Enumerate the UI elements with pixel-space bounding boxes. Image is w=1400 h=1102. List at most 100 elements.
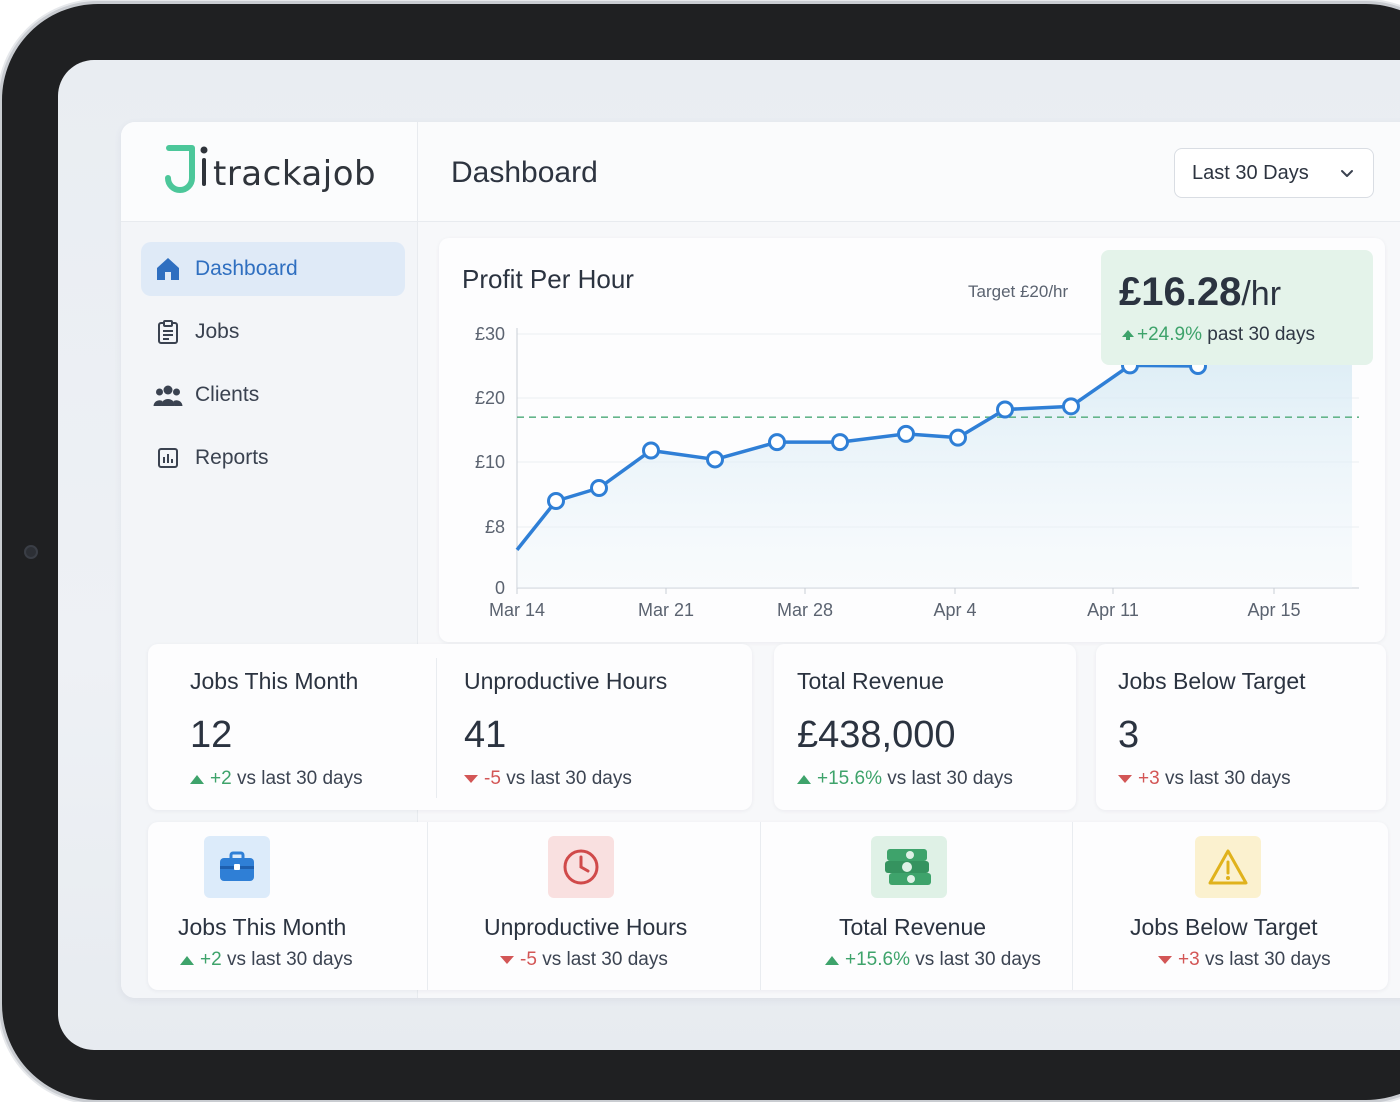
app-window: trackajob Dashboard Last 30 Days	[121, 122, 1400, 998]
arrow-up-icon	[825, 955, 839, 965]
stats-card-jobs-hours: Jobs This Month 12 +2 vs last 30 days Un…	[148, 644, 752, 810]
chart-title: Profit Per Hour	[462, 264, 634, 294]
divider	[436, 658, 437, 798]
tablet-screen: trackajob Dashboard Last 30 Days	[58, 60, 1400, 1050]
kpi-value: £16.28/hr	[1119, 270, 1281, 315]
stat-value: 12	[190, 714, 233, 756]
sidebar-item-label: Jobs	[195, 320, 240, 343]
stat-delta-value: +2	[210, 768, 232, 789]
icon-card-label: Jobs Below Target	[1130, 914, 1318, 940]
icon-card-label: Unproductive Hours	[484, 914, 688, 940]
chevron-down-icon	[1341, 170, 1353, 177]
stat-delta: +2 vs last 30 days	[190, 768, 363, 790]
stat-jobs-this-month: Jobs This Month 12 +2 vs last 30 days	[190, 644, 430, 810]
sidebar-item-jobs[interactable]: Jobs	[141, 305, 405, 359]
x-tick-label: Mar 28	[777, 600, 833, 620]
data-point[interactable]	[768, 433, 786, 452]
icon-card-unproductive-hours[interactable]: Unproductive Hours -5 vs last 30 days	[428, 822, 761, 990]
home-icon	[153, 254, 183, 284]
icon-card-delta: +15.6% vs last 30 days	[825, 949, 1041, 971]
stat-delta-text: vs last 30 days	[887, 768, 1013, 789]
stats-card-below-target: Jobs Below Target 3 +3 vs last 30 days	[1096, 644, 1386, 810]
arrow-down-icon	[464, 775, 478, 783]
brand-name: trackajob	[213, 154, 377, 194]
stat-delta: +15.6% vs last 30 days	[797, 768, 1013, 790]
users-icon	[153, 380, 183, 410]
data-point[interactable]	[831, 433, 849, 452]
clipboard-icon	[153, 317, 183, 347]
arrow-up-icon	[190, 774, 204, 784]
icon-card-delta-value: -5	[520, 949, 537, 970]
icon-card-delta-text: vs last 30 days	[542, 949, 668, 970]
series-line	[515, 336, 1270, 551]
data-point[interactable]	[1062, 397, 1080, 416]
stat-jobs-below-target: Jobs Below Target 3 +3 vs last 30 days	[1118, 644, 1378, 810]
money-icon	[871, 836, 947, 898]
data-point[interactable]	[642, 441, 660, 460]
sidebar-item-label: Dashboard	[195, 257, 298, 280]
icon-card-total-revenue[interactable]: Total Revenue +15.6% vs last 30 days	[761, 822, 1073, 990]
icon-card-label: Jobs This Month	[178, 914, 347, 940]
icon-card-delta-text: vs last 30 days	[1204, 949, 1331, 970]
briefcase-icon	[204, 836, 270, 898]
kpi-change-text: past 30 days	[1207, 324, 1316, 345]
stat-label: Jobs Below Target	[1118, 668, 1306, 694]
stat-delta-value: +15.6%	[817, 768, 882, 789]
stat-delta: -5 vs last 30 days	[464, 768, 632, 790]
stat-label: Jobs This Month	[190, 668, 359, 694]
kpi-change: +24.9% past 30 days	[1121, 324, 1315, 346]
icon-card-delta-value: +2	[200, 949, 222, 970]
stat-delta-text: vs last 30 days	[236, 768, 363, 789]
arrow-down-icon	[1158, 956, 1172, 964]
arrow-up-icon	[797, 774, 811, 784]
stat-label: Total Revenue	[797, 668, 945, 694]
kpi-amount: £16.28	[1119, 270, 1242, 314]
kpi-unit: /hr	[1241, 275, 1282, 313]
icon-card-jobs-this-month[interactable]: Jobs This Month +2 vs last 30 days	[148, 822, 428, 990]
arrow-down-icon	[500, 956, 514, 964]
data-point[interactable]	[706, 450, 724, 469]
stat-unproductive-hours: Unproductive Hours 41 -5 vs last 30 days	[464, 644, 724, 810]
y-tick-label: 0	[495, 578, 505, 598]
icon-card-delta: +2 vs last 30 days	[180, 949, 353, 971]
logo-area: trackajob	[121, 122, 418, 222]
arrow-down-icon	[1118, 775, 1132, 783]
y-tick-label: £20	[475, 388, 505, 408]
y-tick-label: £10	[475, 452, 505, 472]
sidebar-item-dashboard[interactable]: Dashboard	[141, 242, 405, 296]
chart-area-fill	[517, 303, 1352, 588]
sidebar-item-label: Clients	[195, 383, 260, 406]
y-tick-label: £8	[485, 517, 505, 537]
stat-delta-text: vs last 30 days	[1164, 768, 1291, 789]
stat-value: 41	[464, 714, 507, 756]
arrow-up-icon	[1122, 330, 1134, 340]
page-title: Dashboard	[451, 156, 598, 189]
date-range-select[interactable]: Last 30 Days	[1174, 148, 1374, 198]
profit-kpi-box: £16.28/hr +24.9% past 30 days	[1101, 250, 1373, 365]
stats-card-revenue: Total Revenue £438,000 +15.6% vs last 30…	[774, 644, 1076, 810]
stat-delta: +3 vs last 30 days	[1118, 768, 1291, 790]
profit-chart: £30 £20 £10 £8 0 Mar 14 Mar 21 Mar 28 Apr 4 Apr …	[475, 295, 1360, 620]
x-tick-label: Apr 4	[933, 600, 976, 620]
icon-card-delta-value: +3	[1178, 949, 1200, 970]
data-point[interactable]	[949, 428, 967, 447]
target-label: Target £20/hr	[968, 282, 1069, 301]
kpi-change-pct: +24.9%	[1137, 324, 1202, 345]
data-point[interactable]	[996, 400, 1014, 419]
sidebar-item-clients[interactable]: Clients	[141, 368, 405, 422]
data-point[interactable]	[590, 479, 608, 497]
icon-card-delta-text: vs last 30 days	[226, 949, 353, 970]
data-point[interactable]	[547, 492, 565, 510]
data-point[interactable]	[897, 424, 915, 443]
stat-delta-value: -5	[484, 768, 501, 789]
stat-value: £438,000	[797, 714, 956, 756]
logo-icon	[165, 145, 208, 193]
y-tick-label: £30	[475, 324, 505, 344]
sidebar-item-reports[interactable]: Reports	[141, 431, 405, 485]
icon-card-jobs-below-target[interactable]: Jobs Below Target +3 vs last 30 days	[1073, 822, 1388, 990]
stat-total-revenue: Total Revenue £438,000 +15.6% vs last 30…	[797, 644, 1067, 810]
summary-icon-cards: Jobs This Month +2 vs last 30 days Unpro…	[148, 822, 1388, 990]
icon-card-delta-text: vs last 30 days	[915, 949, 1041, 970]
icon-card-delta: +3 vs last 30 days	[1158, 949, 1331, 971]
x-tick-label: Apr 15	[1247, 600, 1300, 620]
